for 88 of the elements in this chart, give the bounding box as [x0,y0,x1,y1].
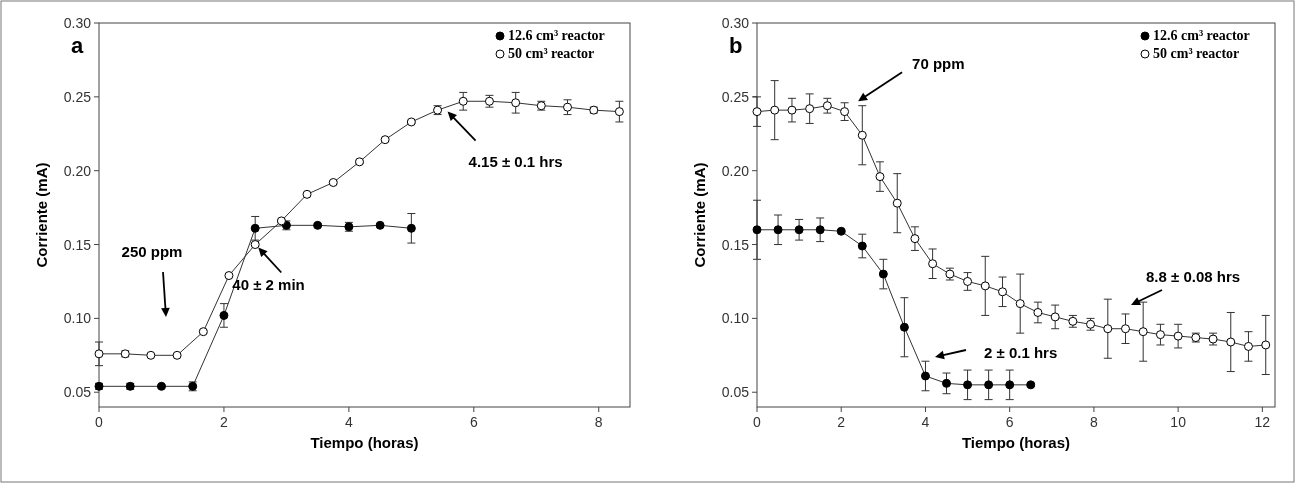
y-tick-label: 0.25 [721,88,750,105]
point [94,381,104,391]
point [1226,337,1236,347]
y-axis-title: Corriente (mA) [33,162,50,268]
text: b [729,33,743,58]
point [1103,324,1113,334]
point [1173,331,1183,341]
point [928,259,938,269]
legend-label: 50 cm³ reactor [1153,46,1240,61]
x-axis-title: Tiempo (horas) [961,434,1071,451]
point [963,380,973,390]
point [875,172,885,182]
point [857,130,867,140]
y-tick-label: 0.25 [63,88,92,105]
point [805,104,815,114]
point [878,269,888,279]
point [511,98,521,108]
x-tick-label: 8 [1090,414,1099,430]
y-tick-label: 0.05 [721,384,750,401]
x-tick-label: 6 [1005,414,1014,430]
annotation: 250 ppm [121,243,183,260]
point [822,101,832,111]
point [1261,340,1271,350]
point [219,310,229,320]
annotation: 8.8 ± 0.08 hrs [1146,268,1241,285]
y-tick-label: 0.20 [721,162,750,179]
x-tick-label: 2 [837,414,846,430]
y-tick-label: 0.10 [721,310,750,327]
y-tick-label: 0.20 [63,162,92,179]
point [94,349,104,359]
y-tick-label: 0.15 [721,236,750,253]
point [563,102,573,112]
y-tick-label: 0.30 [63,15,92,31]
point [250,223,260,233]
point [910,234,920,244]
annotation: 40 ± 2 min [232,276,305,294]
annotation: 70 ppm [912,55,965,73]
point [752,225,762,235]
point [1138,327,1148,337]
point [787,105,797,115]
point [770,105,780,115]
y-tick-label: 0.15 [63,236,92,253]
x-axis-title: Tiempo (horas) [310,434,419,451]
point [752,107,762,117]
legend-label: 12.6 cm³ reactor [508,28,605,43]
point [355,157,364,167]
x-tick-label: 0 [95,414,104,430]
point [458,96,468,106]
x-tick-label: 12 [1254,414,1271,430]
point [1243,341,1253,351]
point [1033,307,1043,317]
x-tick-label: 10 [1170,414,1187,430]
y-tick-label: 0.10 [63,310,92,327]
point [980,281,990,291]
annotation: 4.15 ± 0.1 hrs [468,152,563,170]
x-tick-label: 0 [753,414,762,430]
x-tick-label: 4 [921,414,930,430]
x-tick-label: 4 [344,414,353,430]
annotation: 2 ± 0.1 hrs [984,344,1058,361]
x-tick-label: 8 [594,414,603,430]
point [1050,312,1060,322]
text: a [71,33,84,58]
point [892,198,902,208]
point [920,371,930,381]
point [1005,380,1015,390]
y-tick-label: 0.30 [721,15,750,31]
point [815,225,825,235]
y-axis-title: Corriente (mA) [691,162,708,268]
point [614,107,624,117]
point [857,241,867,251]
legend-label: 12.6 cm³ reactor [1153,28,1250,43]
point [1155,330,1165,340]
point [899,322,909,332]
point [942,378,952,388]
point [840,107,850,117]
point [302,189,312,199]
legend-label: 50 cm³ reactor [508,46,595,61]
point [773,225,783,235]
y-tick-label: 0.05 [63,384,92,401]
point [1015,299,1025,309]
point [1121,324,1130,334]
point [984,380,994,390]
point [406,223,416,233]
point [794,225,804,235]
point [998,287,1008,297]
x-tick-label: 2 [220,414,229,430]
point [963,276,973,286]
x-tick-label: 6 [469,414,478,430]
